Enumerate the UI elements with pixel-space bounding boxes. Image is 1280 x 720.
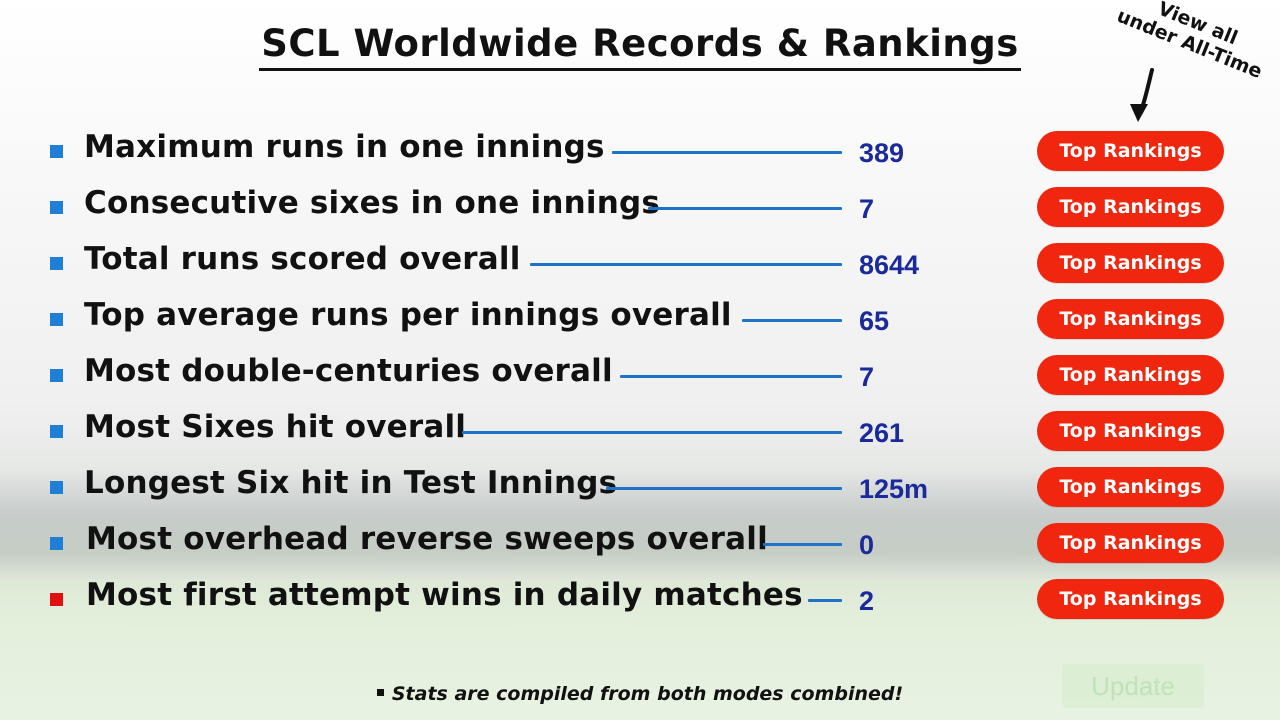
top-rankings-button[interactable]: Top Rankings [1037,355,1224,395]
top-rankings-button[interactable]: Top Rankings [1037,187,1224,227]
record-value: 0 [859,530,875,560]
update-button[interactable]: Update [1062,664,1204,708]
connector-line [763,543,842,546]
record-row: Most first attempt wins in daily matches… [0,576,1280,628]
record-row: Most overhead reverse sweeps overall 0 Top… [0,520,1280,572]
record-row: Longest Six hit in Test Innings 125m Top R… [0,464,1280,516]
top-rankings-button[interactable]: Top Rankings [1037,131,1224,171]
top-rankings-button[interactable]: Top Rankings [1037,299,1224,339]
connector-line [648,207,842,210]
connector-line [808,599,842,602]
record-row: Most Sixes hit overall 261 Top Rankings [0,408,1280,460]
bullet-square-icon [50,425,63,438]
bullet-square-icon [50,257,63,270]
bullet-square-icon [50,201,63,214]
record-value: 8644 [859,250,920,280]
record-row: Consecutive sixes in one innings 7 Top Ran… [0,184,1280,236]
bullet-square-icon [50,313,63,326]
record-row: Total runs scored overall 8644 Top Ranking… [0,240,1280,292]
record-label: Consecutive sixes in one innings [84,185,661,221]
top-rankings-button[interactable]: Top Rankings [1037,579,1224,619]
connector-line [612,151,842,154]
connector-line [606,487,842,490]
record-value: 2 [859,586,875,616]
bullet-square-icon [50,537,63,550]
page-title-wrap: SCL Worldwide Records & Rankings [0,22,1280,71]
record-value: 7 [859,362,875,392]
record-value: 261 [859,418,905,448]
record-label: Maximum runs in one innings [84,129,605,165]
top-rankings-button[interactable]: Top Rankings [1037,467,1224,507]
record-label: Most Sixes hit overall [84,409,467,445]
curved-arrow-icon [1130,68,1154,122]
record-label: Longest Six hit in Test Innings [84,465,618,501]
connector-line [620,375,842,378]
record-row: Most double-centuries overall 7 Top Rankin… [0,352,1280,404]
connector-line [462,431,842,434]
page-title: SCL Worldwide Records & Rankings [259,22,1021,71]
footer-text: Stats are compiled from both modes combi… [391,683,904,705]
record-row: Maximum runs in one innings 389 Top Rankin… [0,128,1280,180]
connector-line [742,319,842,322]
record-label: Total runs scored overall [84,241,521,277]
record-label: Top average runs per innings overall [84,297,732,333]
top-rankings-button[interactable]: Top Rankings [1037,411,1224,451]
record-value: 65 [859,306,890,336]
bullet-square-icon [50,369,63,382]
record-value: 7 [859,194,875,224]
record-label: Most first attempt wins in daily matches [86,577,803,613]
bullet-square-icon [50,145,63,158]
bullet-square-icon [50,481,63,494]
record-value: 389 [859,138,905,168]
bullet-square-icon [50,593,63,606]
record-label: Most double-centuries overall [84,353,613,389]
top-rankings-button[interactable]: Top Rankings [1037,523,1224,563]
all-time-hint: View all under All-Time [1089,0,1280,129]
top-rankings-button[interactable]: Top Rankings [1037,243,1224,283]
footer-note: Stats are compiled from both modes combi… [0,683,1280,705]
footer-bullet-icon [376,689,384,696]
record-label: Most overhead reverse sweeps overall [86,521,768,557]
record-row: Top average runs per innings overall 65 To… [0,296,1280,348]
connector-line [530,263,842,266]
record-value: 125m [859,474,929,504]
